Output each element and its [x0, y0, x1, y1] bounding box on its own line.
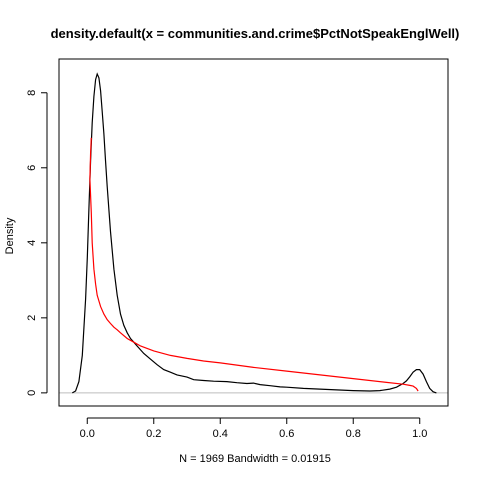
chart-title: density.default(x = communities.and.crim… [51, 26, 460, 41]
x-tick-label-4: 0.8 [346, 428, 361, 440]
y-tick-label-3: 6 [26, 165, 38, 171]
y-tick-label-2: 4 [26, 240, 38, 246]
x-tick-label-0: 0.0 [80, 428, 95, 440]
y-axis-label: Density [4, 217, 16, 254]
y-tick-label-0: 0 [26, 390, 38, 396]
density-series-1-line [89, 137, 419, 392]
density-series-0-line [72, 72, 437, 394]
x-tick-label-3: 0.6 [279, 428, 294, 440]
x-tick-label-1: 0.2 [146, 428, 161, 440]
x-tick-label-5: 1.0 [412, 428, 427, 440]
x-tick-label-2: 0.4 [213, 428, 228, 440]
x-axis-label: N = 1969 Bandwidth = 0.01915 [179, 453, 331, 465]
plot-frame [58, 58, 449, 407]
plot-area: 0.0 0.2 0.4 0.6 0.8 1.0 0 2 4 6 8 [26, 72, 448, 440]
y-tick-label-4: 8 [26, 90, 38, 96]
y-tick-label-1: 2 [26, 315, 38, 321]
